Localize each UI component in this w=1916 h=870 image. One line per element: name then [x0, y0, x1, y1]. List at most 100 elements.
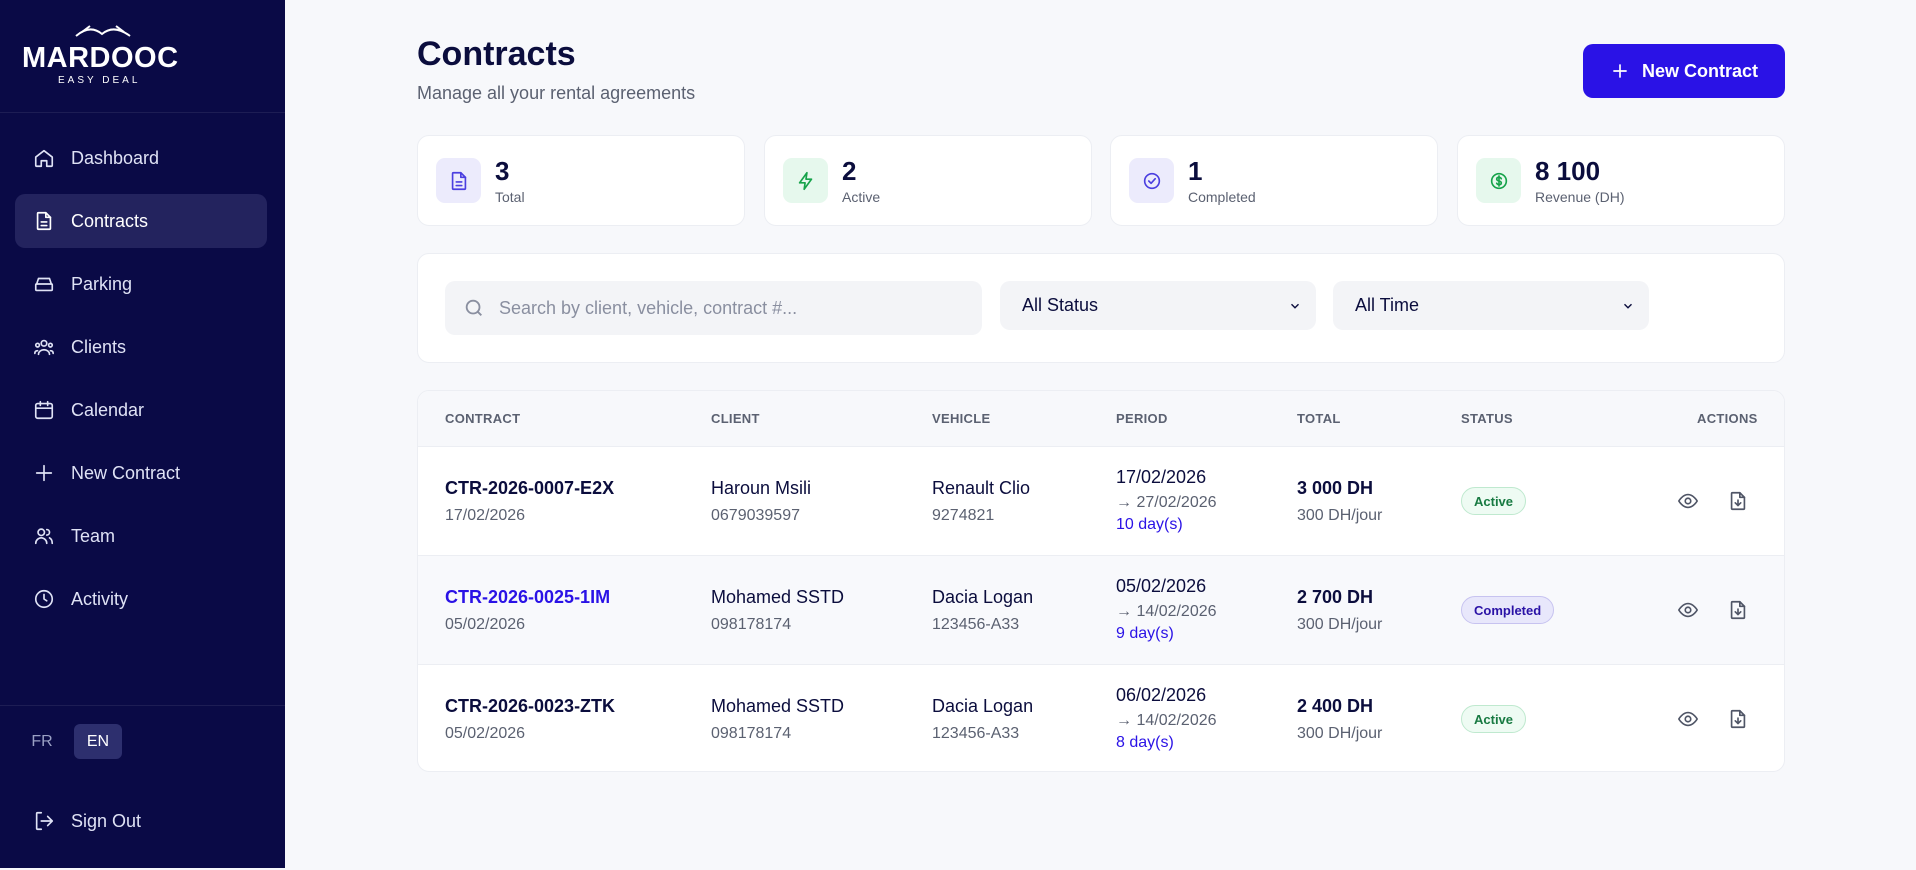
- logo-mark-icon: [75, 25, 131, 37]
- table-row[interactable]: CTR-2026-0007-E2X 17/02/2026 Haroun Msil…: [418, 446, 1784, 555]
- stat-label: Completed: [1188, 189, 1256, 205]
- client-name: Mohamed SSTD: [711, 696, 845, 716]
- contract-cell: CTR-2026-0007-E2X 17/02/2026: [445, 478, 614, 525]
- sidebar-item-new-contract[interactable]: New Contract: [15, 446, 267, 500]
- contract-cell: CTR-2026-0025-1IM 05/02/2026: [445, 587, 610, 634]
- lang-en-button[interactable]: EN: [74, 724, 122, 759]
- vehicle-cell: Dacia Logan 123456-A33: [932, 696, 1033, 743]
- client-phone: 098178174: [711, 725, 792, 742]
- sidebar-item-contracts[interactable]: Contracts: [15, 194, 267, 248]
- home-icon: [33, 147, 55, 169]
- vehicle-cell: Dacia Logan 123456-A33: [932, 587, 1033, 634]
- sign-out-label: Sign Out: [71, 810, 142, 831]
- download-button[interactable]: [1725, 597, 1751, 623]
- new-contract-label: New Contract: [1641, 60, 1758, 81]
- view-button[interactable]: [1675, 706, 1701, 732]
- period-cell: 06/02/2026 → 14/02/2026 8 day(s): [1116, 685, 1217, 752]
- contract-number[interactable]: CTR-2026-0007-E2X: [445, 478, 615, 498]
- stat-value: 3: [495, 156, 510, 186]
- search-icon: [465, 299, 482, 316]
- vehicle-name: Dacia Logan: [932, 696, 1034, 716]
- document-icon: [436, 158, 481, 203]
- period-days: 10 day(s): [1116, 516, 1183, 533]
- sidebar-item-label: Parking: [71, 273, 133, 294]
- total-amount: 2 700 DH: [1297, 587, 1374, 607]
- total-cell: 2 700 DH 300 DH/jour: [1297, 587, 1382, 634]
- sidebar-item-calendar[interactable]: Calendar: [15, 383, 267, 437]
- file-download-icon: [1730, 491, 1746, 511]
- sidebar-item-activity[interactable]: Activity: [15, 572, 267, 626]
- period-cell: 17/02/2026 → 27/02/2026 10 day(s): [1116, 467, 1217, 534]
- file-download-icon: [1730, 709, 1746, 729]
- sidebar-item-parking[interactable]: Parking: [15, 257, 267, 311]
- eye-icon: [1678, 711, 1698, 727]
- vehicle-plate: 123456-A33: [932, 725, 1020, 742]
- column-header-status[interactable]: STATUS: [1461, 411, 1513, 426]
- chevron-down-icon: [1291, 303, 1299, 309]
- search-input[interactable]: [499, 297, 959, 319]
- dollar-icon: [1476, 158, 1521, 203]
- new-contract-button[interactable]: New Contract: [1583, 44, 1785, 98]
- download-button[interactable]: [1725, 488, 1751, 514]
- column-header-contract[interactable]: CONTRACT: [445, 411, 521, 426]
- sidebar: MARDOOC EASY DEAL Dashboard Contracts Pa…: [0, 0, 285, 868]
- vehicle-name: Dacia Logan: [932, 587, 1034, 607]
- vehicle-plate: 9274821: [932, 507, 995, 524]
- sidebar-item-team[interactable]: Team: [15, 509, 267, 563]
- sign-out-button[interactable]: Sign Out: [33, 810, 141, 832]
- column-header-total[interactable]: TOTAL: [1297, 411, 1341, 426]
- client-name: Mohamed SSTD: [711, 587, 845, 607]
- file-download-icon: [1730, 600, 1746, 620]
- contract-date: 05/02/2026: [445, 616, 526, 633]
- view-button[interactable]: [1675, 597, 1701, 623]
- total-amount: 3 000 DH: [1297, 478, 1374, 498]
- sidebar-item-label: Team: [71, 525, 116, 546]
- total-cell: 2 400 DH 300 DH/jour: [1297, 696, 1382, 743]
- sidebar-item-label: Clients: [71, 336, 127, 357]
- column-header-actions: ACTIONS: [1697, 411, 1758, 426]
- period-start: 06/02/2026: [1116, 685, 1207, 705]
- stat-value: 2: [842, 156, 857, 186]
- plus-icon: [33, 462, 55, 484]
- client-cell: Mohamed SSTD 098178174: [711, 587, 844, 634]
- download-button[interactable]: [1725, 706, 1751, 732]
- clock-icon: [33, 588, 55, 610]
- time-filter-select[interactable]: All Time: [1333, 281, 1649, 330]
- status-badge: Active: [1461, 705, 1527, 733]
- page-subtitle: Manage all your rental agreements: [417, 83, 696, 103]
- stat-label: Revenue (DH): [1535, 189, 1625, 205]
- sidebar-item-label: Contracts: [71, 210, 149, 231]
- table-row[interactable]: CTR-2026-0023-ZTK 05/02/2026 Mohamed SST…: [418, 664, 1784, 771]
- stat-value: 8 100: [1535, 156, 1601, 186]
- eye-icon: [1678, 602, 1698, 618]
- daily-rate: 300 DH/jour: [1297, 507, 1383, 524]
- page-title: Contracts: [417, 35, 576, 73]
- brand-tagline: EASY DEAL: [58, 75, 141, 86]
- lang-fr-button[interactable]: FR: [31, 732, 53, 750]
- search-box[interactable]: [445, 281, 982, 335]
- eye-icon: [1678, 493, 1698, 509]
- vehicle-name: Renault Clio: [932, 478, 1031, 498]
- stat-card-completed: 1 Completed: [1110, 135, 1438, 226]
- client-cell: Mohamed SSTD 098178174: [711, 696, 844, 743]
- users-icon: [33, 336, 55, 358]
- contract-number-link[interactable]: CTR-2026-0025-1IM: [445, 587, 611, 607]
- column-header-client[interactable]: CLIENT: [711, 411, 760, 426]
- table-row[interactable]: CTR-2026-0025-1IM 05/02/2026 Mohamed SST…: [418, 555, 1784, 664]
- stat-card-revenue: 8 100 Revenue (DH): [1457, 135, 1785, 226]
- total-amount: 2 400 DH: [1297, 696, 1374, 716]
- sidebar-item-label: New Contract: [71, 462, 181, 483]
- view-button[interactable]: [1675, 488, 1701, 514]
- status-filter-select[interactable]: All Status: [1000, 281, 1316, 330]
- contract-number[interactable]: CTR-2026-0023-ZTK: [445, 696, 616, 716]
- bolt-icon: [783, 158, 828, 203]
- status-filter-value: All Status: [1022, 295, 1099, 315]
- column-header-period[interactable]: PERIOD: [1116, 411, 1168, 426]
- chevron-down-icon: [1624, 303, 1632, 309]
- filters-panel: All Status All Time: [417, 253, 1785, 363]
- sidebar-item-dashboard[interactable]: Dashboard: [15, 131, 267, 185]
- sidebar-item-clients[interactable]: Clients: [15, 320, 267, 374]
- column-header-vehicle[interactable]: VEHICLE: [932, 411, 991, 426]
- contract-date: 17/02/2026: [445, 507, 526, 524]
- brand-logo[interactable]: MARDOOC EASY DEAL: [0, 0, 285, 113]
